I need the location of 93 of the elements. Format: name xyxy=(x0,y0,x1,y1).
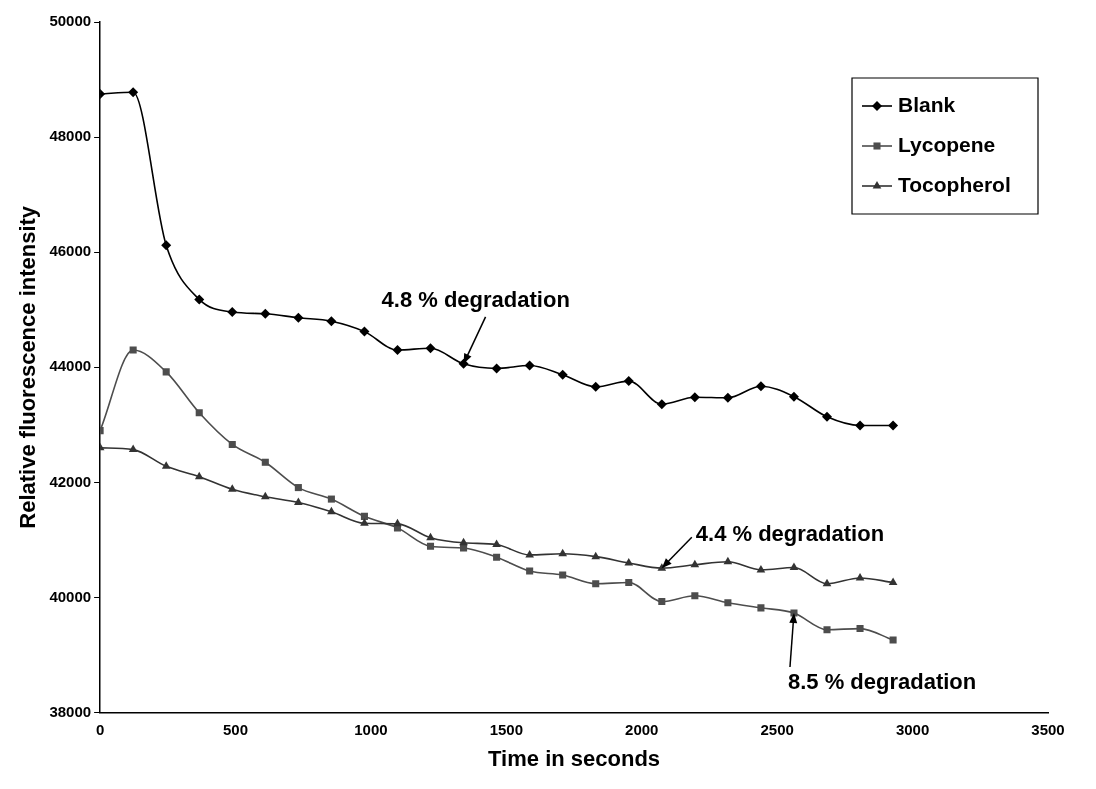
point xyxy=(426,542,435,550)
point xyxy=(623,376,634,387)
point xyxy=(790,609,798,617)
point xyxy=(327,495,335,503)
point xyxy=(162,368,170,376)
point xyxy=(492,539,501,548)
point xyxy=(128,87,139,98)
x-tick-label: 3000 xyxy=(895,720,930,738)
point xyxy=(326,316,337,327)
point xyxy=(557,369,568,380)
point xyxy=(525,549,534,558)
y-tick-label: 40000 xyxy=(49,587,92,605)
point xyxy=(493,553,501,561)
point xyxy=(558,548,568,557)
point xyxy=(459,537,468,546)
y-axis-title: Relative fluorescence intensity xyxy=(15,205,41,529)
y-tick-label: 44000 xyxy=(49,357,92,375)
point xyxy=(822,578,832,587)
point xyxy=(658,597,666,606)
point xyxy=(426,532,435,541)
point xyxy=(524,360,535,371)
point xyxy=(260,308,271,319)
x-tick-label: 2000 xyxy=(625,720,659,738)
point xyxy=(722,392,733,403)
point xyxy=(393,518,402,527)
point xyxy=(855,572,865,581)
y-tick-label: 50000 xyxy=(49,12,92,30)
x-tick-label: 0 xyxy=(95,720,105,738)
y-tick-label: 38000 xyxy=(49,702,92,720)
point xyxy=(195,409,203,417)
point xyxy=(359,326,370,337)
annotation: 4.4 % degradation xyxy=(695,521,885,547)
point xyxy=(624,557,634,566)
point xyxy=(294,497,303,506)
point xyxy=(724,599,732,607)
point xyxy=(855,420,866,431)
point xyxy=(656,399,667,410)
point xyxy=(755,381,766,392)
point xyxy=(360,518,369,526)
point xyxy=(757,604,765,612)
x-tick-label: 1000 xyxy=(354,720,388,738)
point xyxy=(756,564,766,573)
point xyxy=(294,484,302,492)
point xyxy=(526,567,534,575)
x-tick-label: 3500 xyxy=(1031,720,1065,738)
point xyxy=(789,562,799,571)
point xyxy=(327,506,336,515)
point xyxy=(227,307,238,318)
point xyxy=(856,625,864,633)
x-tick-label: 500 xyxy=(223,720,249,738)
point xyxy=(889,636,897,644)
point xyxy=(690,559,700,568)
point xyxy=(822,411,833,422)
point xyxy=(689,392,700,403)
point xyxy=(590,381,601,392)
point xyxy=(458,358,469,369)
point xyxy=(788,391,799,402)
point xyxy=(425,343,436,354)
legend-label: Tocopherol xyxy=(898,172,1011,196)
point xyxy=(360,512,368,520)
point xyxy=(723,556,733,565)
x-axis-title: Time in seconds xyxy=(488,745,661,771)
y-tick-label: 42000 xyxy=(49,472,92,490)
point xyxy=(228,440,236,448)
annotation: 8.5 % degradation xyxy=(787,669,977,695)
point xyxy=(260,491,270,500)
point xyxy=(194,294,205,305)
point xyxy=(128,444,138,453)
point xyxy=(691,592,699,600)
point xyxy=(161,240,172,251)
point xyxy=(888,577,898,586)
point xyxy=(227,484,237,492)
legend-label: Blank xyxy=(898,92,956,116)
point xyxy=(392,345,403,356)
point xyxy=(293,312,304,323)
legend-label: Lycopene xyxy=(898,132,996,156)
point xyxy=(491,363,502,374)
y-tick-label: 46000 xyxy=(49,242,92,260)
x-tick-label: 2500 xyxy=(760,720,794,738)
point xyxy=(194,471,204,480)
point xyxy=(559,571,567,579)
x-tick-label: 1500 xyxy=(489,720,524,738)
point xyxy=(592,580,600,588)
point xyxy=(161,461,171,469)
point xyxy=(591,551,601,560)
point xyxy=(888,420,899,431)
annotation: 4.8 % degradation xyxy=(381,286,570,312)
point xyxy=(625,579,633,587)
point xyxy=(261,458,269,466)
point xyxy=(129,346,137,354)
y-tick-label: 48000 xyxy=(49,127,92,145)
point xyxy=(823,626,831,634)
point xyxy=(657,563,667,571)
